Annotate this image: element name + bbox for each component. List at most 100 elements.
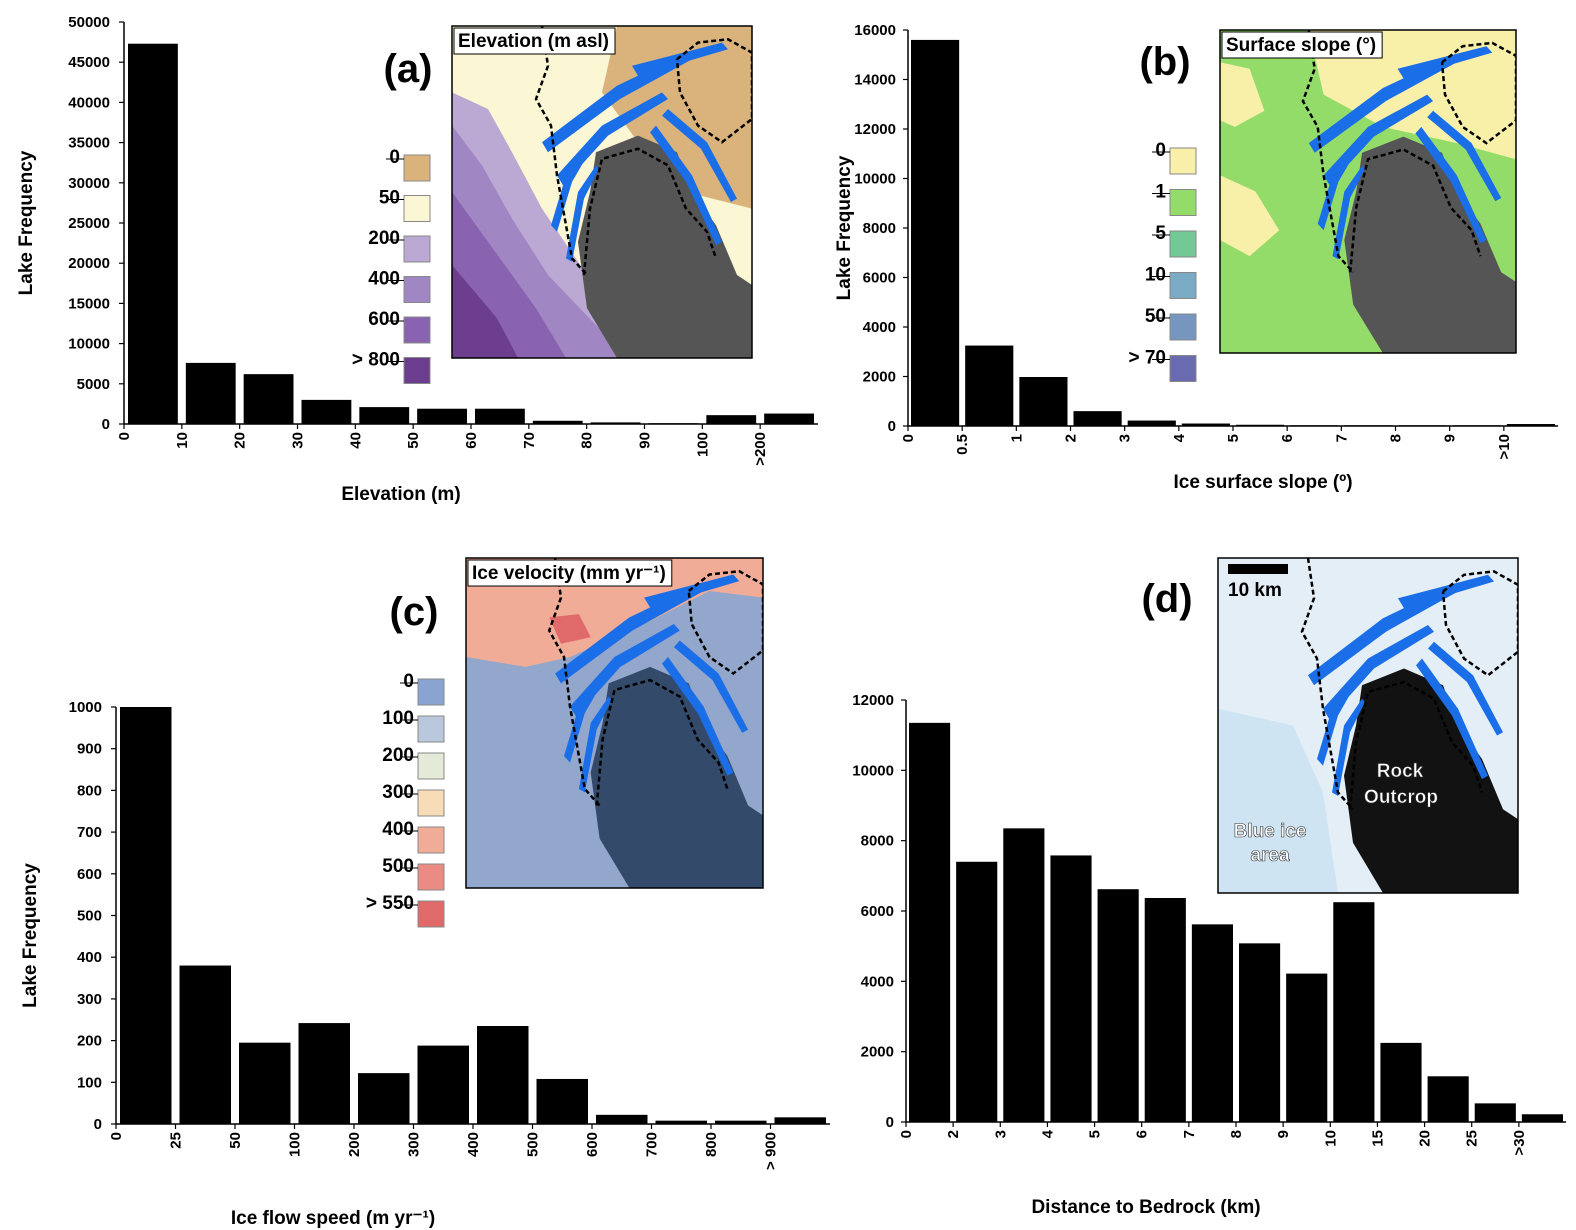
legend-label: 100 [382,708,414,729]
chart-panel-4: 0 2000 4000 6000 8000 10000 12000 0 2 3 4 5 6 7 8 9 10 15… [852,557,1566,1218]
bar [1144,897,1186,1122]
map-inset: Surface slope (°) [1219,29,1517,354]
legend-swatch [1169,230,1197,258]
bar [475,408,525,424]
x-tick-label: 700 [644,1132,661,1157]
meltwater-lakes [551,142,593,232]
x-tick-label: 2 [945,1130,962,1138]
x-tick-label: 10 [174,432,191,449]
legend-swatch [403,357,431,384]
x-axis-title: Elevation (m) [341,484,460,505]
x-tick-label: 6 [1279,434,1296,442]
y-tick-label: 600 [77,866,102,883]
y-tick-label: 2000 [863,369,896,386]
meltwater-lakes [644,574,740,608]
blue-ice-area-shade [1218,708,1338,893]
x-tick-label: 8 [1228,1130,1245,1138]
x-tick-label: 4 [1039,1129,1056,1138]
meltwater-lakes [566,165,599,262]
meltwater-lakes [1317,143,1360,231]
x-tick-label: 5 [1087,1130,1104,1138]
x-tick-label: 500 [525,1132,542,1157]
bar [911,39,960,427]
meltwater-lakes [1323,625,1434,719]
bar [1003,828,1045,1122]
slope-zone-flat-2 [1220,175,1280,257]
bar [1073,411,1122,426]
meltwater-lakes [1308,55,1457,153]
legend-swatch [403,316,431,344]
x-tick-label: 0.5 [954,434,971,455]
y-tick-label: 12000 [852,692,894,709]
legend-swatch [417,752,445,780]
x-tick-label: 4 [1171,433,1188,442]
map-inset-frame [1217,557,1519,894]
x-tick-label: 0 [900,434,917,442]
chart-panel-2: 0 2000 4000 6000 8000 10000 12000 14000 16000 0 0.… [834,22,1558,493]
map-title-box [453,27,616,55]
legend-label: 1 [1155,182,1166,203]
meltwater-lakes [557,92,668,186]
boundary-outline-east [687,569,763,676]
x-tick-label: 0 [116,432,133,440]
bar [1286,973,1328,1122]
x-tick-label: 80 [579,432,596,449]
bar [1050,855,1092,1122]
x-tick-label: 30 [290,432,307,449]
rock-outcrop [578,135,752,358]
meltwater-lakes [1428,641,1503,736]
boundary-outline-west [1301,30,1355,274]
meltwater-lakes [1332,698,1365,796]
y-tick-label: 8000 [861,833,894,850]
legend-label: 50 [379,188,400,209]
y-tick-label: 16000 [854,22,896,39]
x-tick-label: 7 [1181,1130,1198,1138]
bar [358,1073,410,1124]
x-axis-title: Ice flow speed (m yr⁻¹) [231,1208,435,1229]
legend-swatch [417,789,445,817]
slope-zone-flat-3 [1220,62,1265,127]
legend-swatch [1169,313,1197,341]
bar [1380,1042,1422,1122]
x-axis-title: Distance to Bedrock (km) [1031,1197,1260,1218]
x-tick-label: 100 [287,1132,304,1157]
bar [179,965,231,1124]
y-axis-title: Lake Frequency [20,863,41,1008]
boundary-outline-west [1300,558,1354,811]
bar [1452,425,1501,426]
legend-swatch [417,900,445,928]
x-tick-label: > 900 [763,1132,780,1170]
x-tick-label: 2 [1063,434,1080,442]
y-tick-label: 6000 [863,270,896,287]
map-title-box [467,559,673,587]
map-legend: 0 1 5 10 50 > 70 [1128,140,1197,382]
meltwater-lakes [662,657,734,776]
map-inset: Ice velocity (mm yr⁻¹) [465,557,764,889]
map-inset-frame [1219,29,1517,354]
meltwater-lakes [564,673,606,763]
bar [655,1120,707,1124]
x-tick-label: 8 [1388,434,1405,442]
legend-label: 200 [368,228,400,249]
x-tick-label: 800 [703,1132,720,1157]
y-tick-label: 10000 [854,171,896,188]
map-inset-frame [465,557,764,889]
bar [1290,425,1339,426]
legend-label: 400 [382,819,414,840]
legend-swatch [417,863,445,891]
bar [774,1117,826,1124]
meltwater-lakes [570,624,680,717]
meltwater-lakes [1415,126,1487,244]
map-note: Outcrop [1364,787,1438,808]
x-tick-label: 600 [584,1132,601,1157]
bar [1181,423,1230,426]
x-tick-label: 15 [1369,1130,1386,1147]
y-tick-label: 10000 [68,336,110,353]
legend-label: 5 [1155,223,1166,244]
boundary-outline-outcrop [595,678,729,806]
map-inset-frame [451,25,753,359]
x-tick-label: 20 [232,432,249,449]
y-axis-title: Lake Frequency [16,150,37,295]
bar [417,1045,469,1124]
map-note: Rock [1377,761,1424,782]
